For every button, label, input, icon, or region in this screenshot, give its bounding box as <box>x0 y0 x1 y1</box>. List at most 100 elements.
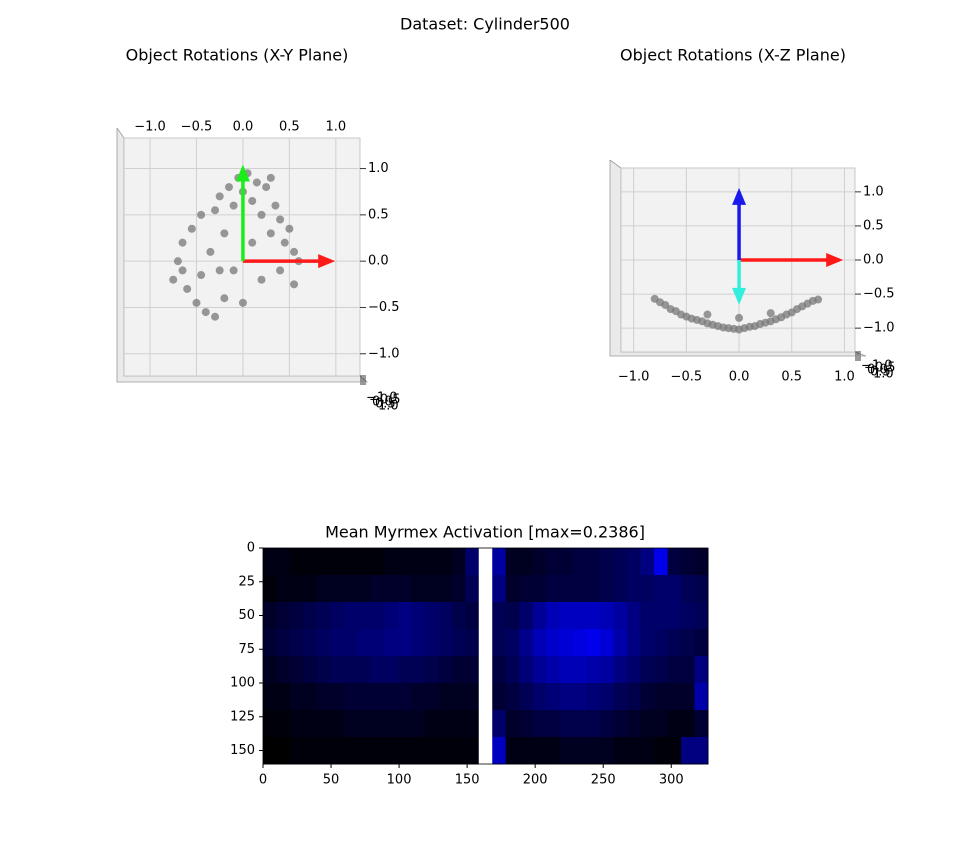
x-tick-label: 100 <box>387 773 412 788</box>
cell <box>586 710 601 738</box>
cell <box>573 629 588 657</box>
cell <box>627 737 642 765</box>
cell <box>640 683 655 711</box>
cell <box>465 548 480 576</box>
cell <box>263 683 277 711</box>
cell <box>627 656 642 684</box>
cell <box>370 629 385 657</box>
frame <box>262 547 709 765</box>
cell <box>546 548 561 576</box>
cell <box>330 602 345 630</box>
cell <box>316 629 331 657</box>
y-tick-label: 0.0 <box>368 254 389 269</box>
x-tick-label: 0.0 <box>729 370 750 385</box>
cell <box>384 683 399 711</box>
y-tick-label: −1.0 <box>863 321 895 336</box>
cell <box>303 656 318 684</box>
cell <box>343 710 358 738</box>
x-tick-label: 1.0 <box>834 370 855 385</box>
cell <box>694 575 709 603</box>
point <box>238 298 247 307</box>
point <box>215 266 224 275</box>
cell <box>330 575 345 603</box>
cell <box>411 629 426 657</box>
y-tick-label: 50 <box>238 608 255 623</box>
y-tick-label: 0.5 <box>368 207 389 222</box>
cell <box>694 737 709 765</box>
cell <box>586 575 601 603</box>
cell <box>600 656 615 684</box>
cell <box>667 629 682 657</box>
x-tick-label: −1.0 <box>618 370 650 385</box>
cell <box>465 629 480 657</box>
cell <box>519 548 534 576</box>
cell <box>654 575 669 603</box>
point <box>224 183 233 192</box>
x-tick-label: 300 <box>659 773 684 788</box>
cell <box>263 575 277 603</box>
cell <box>263 548 277 576</box>
cell <box>451 602 466 630</box>
y-tick-label: 125 <box>230 709 255 724</box>
cell <box>397 683 412 711</box>
cell <box>640 737 655 765</box>
cell <box>681 602 696 630</box>
x-tick-label: −0.5 <box>671 370 703 385</box>
depth-tick-label: 0.5 <box>870 365 891 380</box>
cell <box>600 629 615 657</box>
point <box>290 247 299 256</box>
point <box>215 192 224 201</box>
cell <box>276 629 291 657</box>
y-tick-label: 75 <box>238 642 255 657</box>
cell <box>370 548 385 576</box>
cell <box>465 575 480 603</box>
cell <box>613 710 628 738</box>
cell <box>667 710 682 738</box>
point <box>192 298 201 307</box>
chart-title: Mean Myrmex Activation [max=0.2386] <box>325 523 645 542</box>
arrow-head <box>732 287 747 305</box>
cell <box>654 548 669 576</box>
cell <box>316 656 331 684</box>
cell <box>559 602 574 630</box>
cell <box>316 575 331 603</box>
cell <box>640 548 655 576</box>
cell <box>397 710 412 738</box>
cell <box>532 710 547 738</box>
cell <box>276 548 291 576</box>
y-tick-label: 25 <box>238 574 255 589</box>
cell <box>384 737 399 765</box>
point <box>266 229 275 238</box>
cell <box>694 683 709 711</box>
cell <box>492 710 507 738</box>
cell <box>492 548 507 576</box>
cell <box>276 575 291 603</box>
point <box>178 266 187 275</box>
cell <box>384 629 399 657</box>
cell <box>424 602 439 630</box>
cell <box>370 656 385 684</box>
cell <box>694 710 709 738</box>
cell <box>384 575 399 603</box>
point <box>187 224 196 233</box>
cell <box>330 548 345 576</box>
x-tick-label: −0.5 <box>181 120 213 135</box>
cell <box>397 629 412 657</box>
cell <box>532 548 547 576</box>
cell <box>263 710 277 738</box>
cell <box>343 602 358 630</box>
cell <box>411 602 426 630</box>
cell <box>384 548 399 576</box>
cell <box>303 602 318 630</box>
x-tick-label: 1.0 <box>325 120 346 135</box>
cell <box>600 737 615 765</box>
cell <box>573 575 588 603</box>
cell <box>640 602 655 630</box>
point <box>262 183 271 192</box>
cell <box>303 710 318 738</box>
cell <box>357 629 372 657</box>
cell <box>546 710 561 738</box>
point <box>197 210 206 219</box>
cell <box>586 656 601 684</box>
cell <box>600 602 615 630</box>
